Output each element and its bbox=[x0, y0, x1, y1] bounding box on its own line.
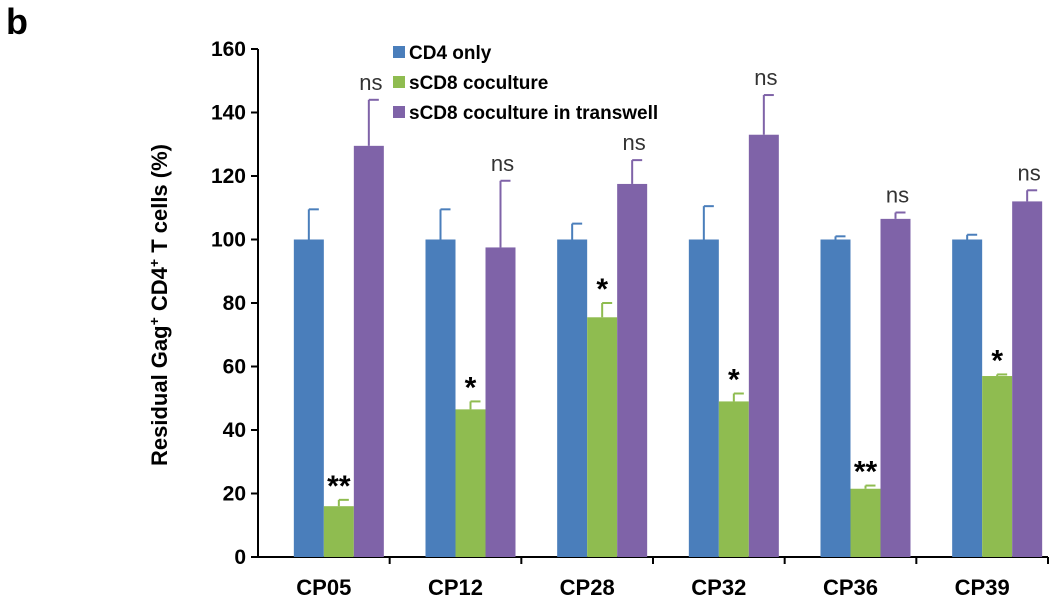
bar bbox=[587, 317, 618, 557]
bar bbox=[952, 239, 983, 557]
bar bbox=[485, 247, 516, 557]
bar bbox=[455, 409, 486, 557]
bar bbox=[718, 401, 749, 557]
bar bbox=[688, 239, 719, 557]
bar bbox=[323, 506, 354, 557]
bar bbox=[293, 239, 324, 557]
significance-annotation: * bbox=[465, 371, 477, 404]
y-axis-label-main: Residual Gag bbox=[147, 325, 172, 466]
significance-annotation: * bbox=[596, 273, 608, 306]
y-tick-label: 40 bbox=[223, 419, 246, 442]
y-tick-label: 60 bbox=[223, 356, 246, 379]
y-tick-label: 0 bbox=[234, 546, 246, 569]
bar bbox=[850, 488, 881, 557]
bar bbox=[425, 239, 456, 557]
x-tick-label: CP28 bbox=[560, 575, 615, 600]
legend-label: sCD8 coculture in transwell bbox=[409, 103, 658, 124]
y-axis-label-end: T cells (%) bbox=[147, 144, 172, 259]
bar bbox=[617, 183, 648, 557]
ns-annotation: ns bbox=[754, 65, 777, 90]
bar bbox=[982, 376, 1013, 557]
legend-swatch bbox=[393, 46, 405, 58]
y-tick-label: 140 bbox=[211, 102, 246, 125]
x-tick-label: CP12 bbox=[428, 575, 483, 600]
bar bbox=[1012, 201, 1043, 557]
ns-annotation: ns bbox=[623, 130, 646, 155]
significance-annotation: * bbox=[728, 363, 740, 396]
axes: 0 20 40 60 80 100 120 140 160 CP05 CP12 CP28 CP32 CP3… bbox=[211, 38, 1049, 600]
panel-label: b bbox=[6, 1, 28, 42]
x-tick-label: CP32 bbox=[691, 575, 746, 600]
significance-annotation: ** bbox=[854, 456, 878, 489]
ns-annotation: ns bbox=[491, 151, 514, 176]
y-tick-label: 120 bbox=[211, 165, 246, 188]
y-tick-label: 20 bbox=[223, 483, 246, 506]
legend-label: sCD8 coculture bbox=[409, 73, 548, 94]
bar bbox=[353, 145, 384, 557]
bar bbox=[820, 239, 851, 557]
ns-annotation: ns bbox=[886, 183, 909, 208]
legend-label: CD4 only bbox=[409, 43, 492, 64]
legend-swatch bbox=[393, 76, 405, 88]
y-axis-label-mid: CD4 bbox=[147, 266, 172, 317]
significance-annotation: * bbox=[991, 344, 1003, 377]
y-axis-label: Residual Gag+ CD4+ T cells (%) bbox=[146, 144, 172, 466]
y-axis-label-sup1: + bbox=[146, 317, 162, 325]
y-axis-label-sup2: + bbox=[146, 259, 162, 267]
x-tick-label: CP39 bbox=[955, 575, 1010, 600]
ns-annotation: ns bbox=[1018, 160, 1041, 185]
y-tick-label: 80 bbox=[223, 292, 246, 315]
y-tick-label: 160 bbox=[211, 38, 246, 61]
bar bbox=[880, 218, 911, 558]
legend-swatch bbox=[393, 106, 405, 118]
bar bbox=[748, 134, 779, 557]
x-tick-label: CP05 bbox=[296, 575, 351, 600]
y-tick-label: 100 bbox=[211, 229, 246, 252]
significance-annotation: ** bbox=[327, 470, 351, 503]
ns-annotation: ns bbox=[359, 70, 382, 95]
bar bbox=[557, 239, 588, 557]
x-tick-label: CP36 bbox=[823, 575, 878, 600]
legend: CD4 only sCD8 coculture sCD8 coculture in … bbox=[393, 43, 658, 124]
